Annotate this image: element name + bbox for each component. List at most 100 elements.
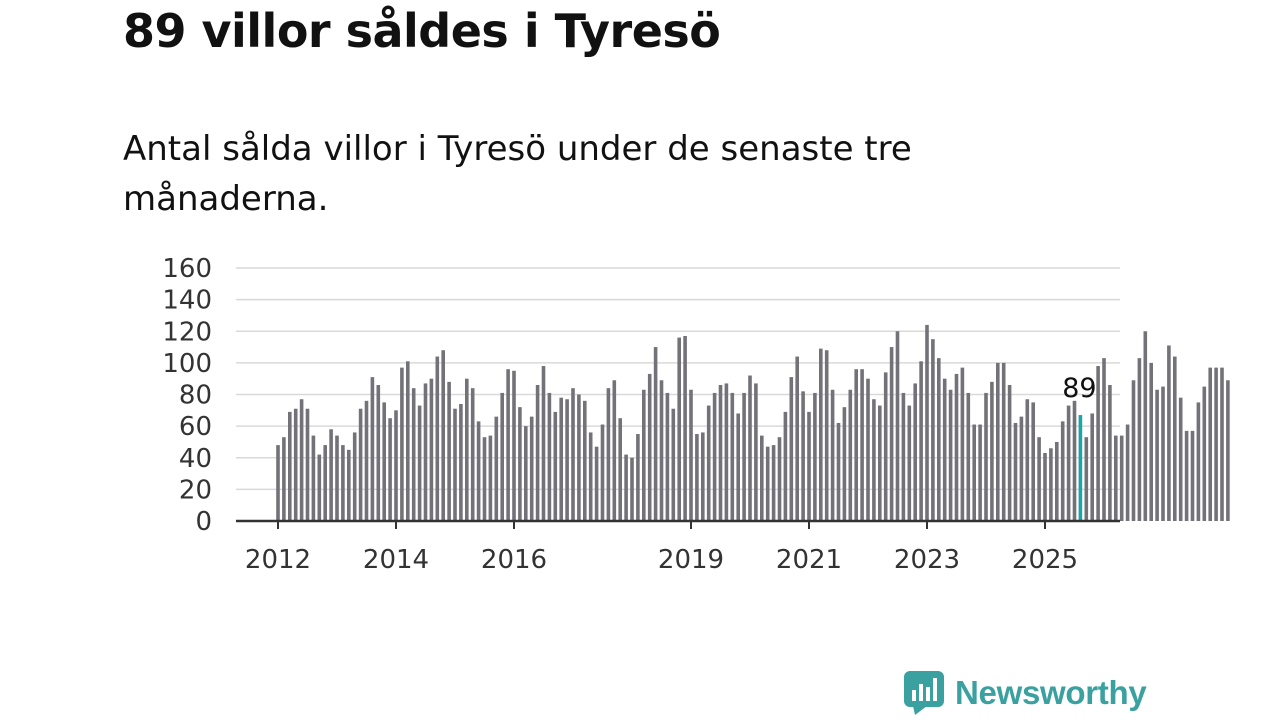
bar	[347, 449, 351, 521]
bar	[529, 416, 534, 521]
bar	[388, 418, 392, 521]
bar	[901, 392, 906, 521]
chart-title: 89 villor såldes i Tyresö	[123, 4, 721, 58]
bar	[1060, 421, 1065, 521]
bar	[807, 411, 811, 521]
bar	[352, 432, 357, 521]
bar	[665, 392, 670, 521]
bar	[1037, 437, 1041, 521]
bar	[323, 445, 327, 521]
bar	[341, 445, 345, 521]
y-tick-label: 40	[179, 444, 212, 474]
bar	[671, 408, 676, 521]
bar	[553, 411, 558, 521]
bar	[282, 437, 286, 521]
bar	[1072, 400, 1077, 521]
bar	[925, 324, 929, 521]
bar	[541, 366, 546, 521]
bar	[559, 397, 563, 521]
bar	[795, 356, 799, 521]
bar	[335, 435, 339, 521]
bar	[1196, 402, 1201, 521]
bar	[600, 424, 605, 521]
bar	[848, 389, 853, 521]
bar	[423, 383, 428, 521]
bar	[382, 402, 386, 521]
bar	[1137, 358, 1142, 521]
bar	[996, 362, 1000, 522]
bar	[730, 392, 735, 521]
bar	[1049, 448, 1053, 521]
bar	[276, 445, 280, 521]
bar	[1114, 435, 1118, 521]
bar	[1155, 389, 1159, 521]
bar	[883, 372, 888, 521]
chart-subtitle: Antal sålda villor i Tyresö under de sen…	[123, 129, 912, 219]
x-tick-label: 2016	[481, 545, 547, 575]
bar	[819, 348, 823, 521]
bar	[1161, 386, 1165, 521]
bar	[1102, 358, 1106, 521]
y-tick-label: 60	[179, 412, 212, 442]
bar	[417, 405, 422, 521]
bar	[1167, 345, 1171, 521]
bar	[588, 432, 593, 521]
bar	[411, 388, 416, 521]
bar	[441, 350, 445, 521]
bar	[1084, 437, 1089, 521]
bar	[518, 407, 522, 521]
x-tick-label: 2025	[1012, 545, 1078, 575]
bar	[482, 437, 487, 521]
bar	[506, 369, 510, 521]
y-tick-label: 120	[162, 317, 212, 347]
bar	[895, 331, 900, 521]
bar	[636, 434, 640, 521]
bar	[1131, 380, 1136, 521]
bar	[860, 369, 864, 521]
bar	[1202, 386, 1207, 521]
bar	[1143, 331, 1148, 521]
bar	[512, 370, 516, 521]
bar	[618, 418, 622, 521]
bar	[919, 361, 923, 521]
bar	[612, 380, 617, 521]
y-tick-label: 160	[162, 254, 212, 284]
bar	[907, 405, 912, 521]
bar	[978, 424, 982, 521]
bar	[706, 405, 711, 521]
bar	[1214, 367, 1218, 521]
bar	[872, 399, 876, 521]
brand-name: Newsworthy	[955, 674, 1147, 711]
bar	[984, 392, 988, 521]
bar	[317, 454, 322, 521]
bar	[583, 400, 587, 521]
bar	[1178, 397, 1183, 521]
x-tick-label: 2019	[658, 545, 724, 575]
bar	[889, 347, 894, 521]
bar	[836, 422, 841, 521]
newsworthy-logo-icon	[904, 671, 944, 715]
bar	[488, 435, 493, 521]
y-tick-label: 80	[179, 381, 212, 411]
bar	[1096, 366, 1100, 521]
bar	[459, 403, 463, 521]
y-tick-label: 20	[179, 475, 212, 505]
bar	[695, 434, 699, 521]
bars	[276, 324, 1230, 522]
bar	[299, 399, 304, 521]
x-tick-label: 2012	[245, 545, 311, 575]
bar	[311, 435, 316, 521]
bar	[470, 388, 475, 521]
bar	[642, 389, 646, 521]
bar	[1043, 453, 1047, 521]
bar	[370, 377, 375, 521]
bar	[754, 383, 758, 521]
bar	[813, 392, 817, 521]
bar	[1226, 380, 1230, 521]
bar	[606, 388, 611, 521]
bar	[647, 373, 652, 521]
bar	[1001, 362, 1006, 522]
bar	[712, 392, 717, 521]
bar	[765, 446, 770, 521]
